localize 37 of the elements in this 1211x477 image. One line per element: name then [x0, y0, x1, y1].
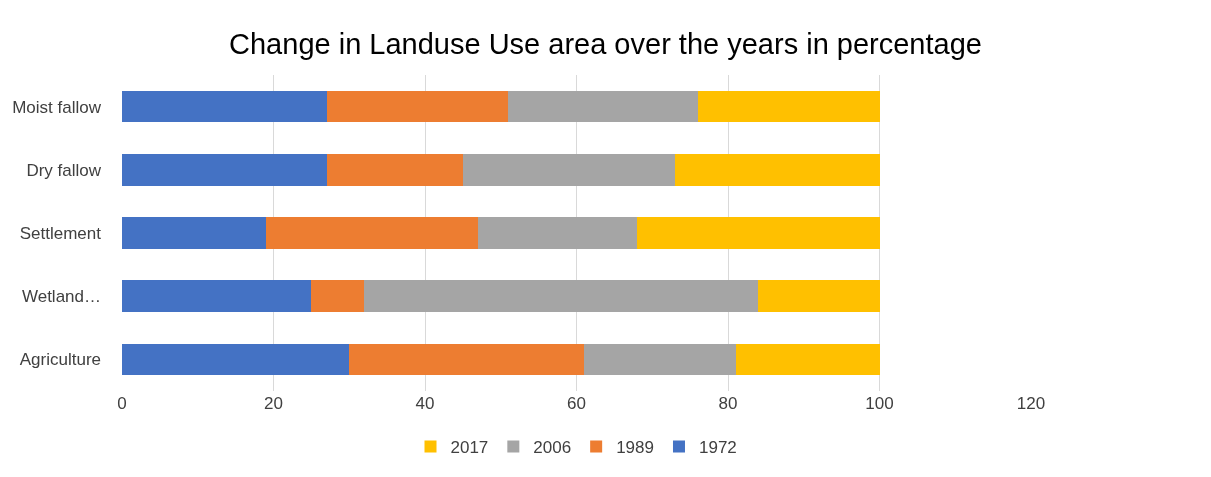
- bar: [364, 280, 759, 312]
- bar: [122, 154, 327, 186]
- chart-title: Change in Landuse Use area over the years in percentage: [229, 27, 982, 60]
- bar: [735, 343, 880, 376]
- x-tick-label: 40: [415, 394, 435, 413]
- y-tick-label: Moist fallow: [12, 97, 102, 117]
- bar: [265, 217, 479, 249]
- y-tick-label: Wetland…: [21, 287, 101, 307]
- bar: [508, 90, 698, 123]
- y-tick-label: Agriculture: [19, 350, 101, 370]
- bar: [122, 343, 350, 376]
- x-tick-label: 80: [718, 394, 738, 413]
- bar: [637, 217, 880, 249]
- legend-label: 1972: [698, 438, 737, 458]
- bar: [478, 217, 638, 249]
- bar: [311, 280, 365, 312]
- bar: [122, 217, 266, 249]
- bar: [349, 343, 585, 376]
- legend-label: 1989: [616, 438, 654, 458]
- x-tick-label: 20: [264, 394, 283, 413]
- legend-label: 2006: [533, 438, 572, 458]
- legend-label: 2017: [450, 438, 489, 458]
- bar: [674, 154, 880, 186]
- bar: [697, 90, 880, 123]
- bar: [758, 280, 880, 312]
- x-tick-label: 60: [567, 394, 586, 413]
- bar: [326, 154, 463, 186]
- bar: [326, 90, 509, 123]
- bar: [462, 154, 675, 186]
- bar: [584, 343, 736, 376]
- x-tick-label: 120: [1016, 394, 1046, 413]
- x-tick-label: 0: [117, 394, 127, 413]
- x-tick-label: 100: [865, 394, 894, 413]
- y-tick-label: Dry fallow: [26, 160, 102, 180]
- bar: [122, 90, 327, 123]
- bar: [122, 280, 312, 312]
- y-tick-label: Settlement: [19, 223, 102, 243]
